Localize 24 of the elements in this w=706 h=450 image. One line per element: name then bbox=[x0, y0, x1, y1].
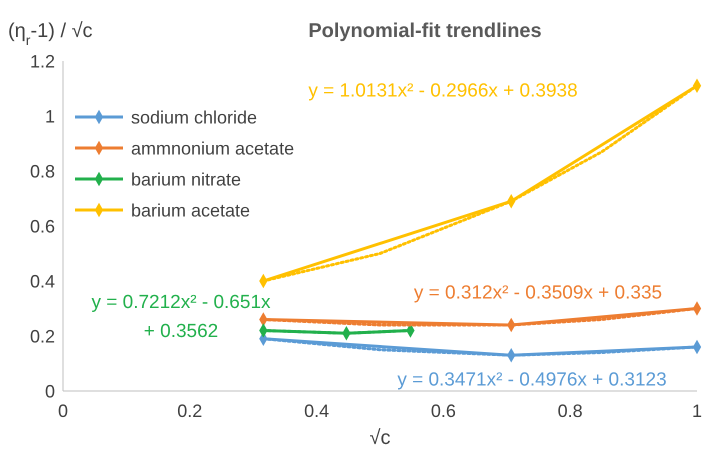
legend-label: ammnonium acetate bbox=[131, 138, 294, 158]
legend-label: barium acetate bbox=[131, 200, 250, 220]
chart-title: Polynomial-fit trendlines bbox=[308, 20, 542, 42]
annotation: y = 0.3471x² - 0.4976x + 0.3123 bbox=[397, 370, 667, 391]
x-tick-label: 0.8 bbox=[558, 401, 583, 421]
y-tick-label: 1.2 bbox=[30, 51, 55, 72]
x-tick-label: 0.2 bbox=[177, 401, 202, 421]
annotation: y = 0.7212x² - 0.651x + 0.3562 bbox=[91, 292, 272, 342]
x-tick-label: 1 bbox=[692, 401, 702, 421]
y-tick-label: 0.4 bbox=[30, 271, 55, 292]
x-tick-label: 0 bbox=[58, 401, 68, 421]
annotation: y = 1.0131x² - 0.2966x + 0.3938 bbox=[308, 80, 578, 102]
x-axis-title: √c bbox=[370, 427, 390, 449]
legend-label: barium nitrate bbox=[131, 169, 242, 190]
y-tick-label: 0.8 bbox=[30, 161, 55, 182]
y-tick-label: 0.6 bbox=[30, 216, 55, 236]
y-tick-label: 0.2 bbox=[30, 326, 55, 346]
legend-label: sodium chloride bbox=[131, 107, 258, 128]
y-tick-label: 0 bbox=[44, 381, 55, 402]
annotation: y = 0.312x² - 0.3509x + 0.335 bbox=[414, 282, 662, 304]
x-tick-label: 0.4 bbox=[304, 401, 330, 421]
y-tick-label: 1 bbox=[44, 106, 55, 126]
y-axis-title: (η$_{r}$-1) / √c bbox=[8, 20, 93, 48]
x-tick-label: 0.6 bbox=[430, 401, 456, 421]
